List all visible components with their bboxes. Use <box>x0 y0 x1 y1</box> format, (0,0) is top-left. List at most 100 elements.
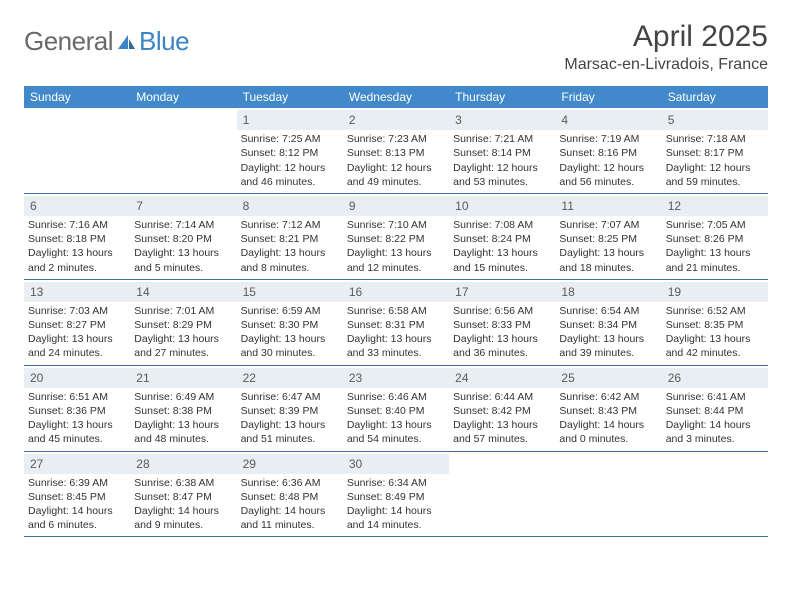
day-cell: 14Sunrise: 7:01 AMSunset: 8:29 PMDayligh… <box>130 280 236 365</box>
day-number: 29 <box>237 454 343 474</box>
day-sunrise: Sunrise: 7:05 AM <box>666 218 764 232</box>
day-sunset: Sunset: 8:38 PM <box>134 404 232 418</box>
dow-friday: Friday <box>555 86 661 108</box>
day-sunset: Sunset: 8:31 PM <box>347 318 445 332</box>
day-daylight: Daylight: 13 hours and 51 minutes. <box>241 418 339 446</box>
day-cell: 27Sunrise: 6:39 AMSunset: 8:45 PMDayligh… <box>24 452 130 537</box>
day-sunrise: Sunrise: 6:49 AM <box>134 390 232 404</box>
header: General Blue April 2025 Marsac-en-Livrad… <box>24 20 768 74</box>
day-number: 10 <box>449 196 555 216</box>
day-number: 9 <box>343 196 449 216</box>
week-row: 6 Sunrise: 7:16 AMSunset: 8:18 PM Daylight… <box>24 194 768 280</box>
week-row: 13Sunrise: 7:03 AMSunset: 8:27 PMDayligh… <box>24 280 768 366</box>
day-sunset: Sunset: 8:34 PM <box>559 318 657 332</box>
day-number <box>130 110 236 130</box>
day-daylight: Daylight: 13 hours and 27 minutes. <box>134 332 232 360</box>
day-sunrise: Sunrise: 7:08 AM <box>453 218 551 232</box>
day-sunset: Sunset: 8:49 PM <box>347 490 445 504</box>
day-daylight: Daylight: 13 hours and 45 minutes. <box>28 418 126 446</box>
day-cell: 8Sunrise: 7:12 AMSunset: 8:21 PMDaylight… <box>237 194 343 279</box>
day-daylight: Daylight: 13 hours and 33 minutes. <box>347 332 445 360</box>
dow-thursday: Thursday <box>449 86 555 108</box>
day-number: 4 <box>555 110 661 130</box>
day-number: 26 <box>662 368 768 388</box>
day-cell: 16Sunrise: 6:58 AMSunset: 8:31 PMDayligh… <box>343 280 449 365</box>
day-sunrise: Sunrise: 6:56 AM <box>453 304 551 318</box>
dow-tuesday: Tuesday <box>237 86 343 108</box>
day-cell: 19Sunrise: 6:52 AMSunset: 8:35 PMDayligh… <box>662 280 768 365</box>
day-daylight: Daylight: 14 hours and 0 minutes. <box>559 418 657 446</box>
day-number: 14 <box>130 282 236 302</box>
day-sunrise: Sunrise: 6:51 AM <box>28 390 126 404</box>
day-sunset: Sunset: 8:30 PM <box>241 318 339 332</box>
day-daylight: Daylight: 13 hours and 21 minutes. <box>666 246 764 274</box>
day-daylight: Daylight: 13 hours and 36 minutes. <box>453 332 551 360</box>
day-cell: 17 Sunrise: 6:56 AMSunset: 8:33 PMDayligh… <box>449 280 555 365</box>
day-sunset: Sunset: 8:18 PM <box>28 232 126 246</box>
logo-text-blue: Blue <box>139 26 189 57</box>
day-number: 23 <box>343 368 449 388</box>
day-cell: 23Sunrise: 6:46 AMSunset: 8:40 PMDayligh… <box>343 366 449 451</box>
dow-sunday: Sunday <box>24 86 130 108</box>
calendar: Sunday Monday Tuesday Wednesday Thursday… <box>24 86 768 537</box>
day-cell: 10 Sunrise: 7:08 AMSunset: 8:24 PMDayligh… <box>449 194 555 279</box>
day-sunset: Sunset: 8:24 PM <box>453 232 551 246</box>
day-daylight: Daylight: 14 hours and 9 minutes. <box>134 504 232 532</box>
day-number: 18 <box>555 282 661 302</box>
day-number: 1 <box>237 110 343 130</box>
day-sunset: Sunset: 8:43 PM <box>559 404 657 418</box>
day-daylight: Daylight: 13 hours and 5 minutes. <box>134 246 232 274</box>
day-daylight: Daylight: 13 hours and 15 minutes. <box>453 246 551 274</box>
day-cell: 13Sunrise: 7:03 AMSunset: 8:27 PMDayligh… <box>24 280 130 365</box>
day-cell <box>24 108 130 193</box>
day-daylight: Daylight: 12 hours and 49 minutes. <box>347 161 445 189</box>
day-daylight: Daylight: 12 hours and 46 minutes. <box>241 161 339 189</box>
dow-monday: Monday <box>130 86 236 108</box>
calendar-page: General Blue April 2025 Marsac-en-Livrad… <box>0 0 792 557</box>
day-cell: 28Sunrise: 6:38 AMSunset: 8:47 PMDayligh… <box>130 452 236 537</box>
day-cell: 29Sunrise: 6:36 AMSunset: 8:48 PMDayligh… <box>237 452 343 537</box>
day-number: 5 <box>662 110 768 130</box>
day-number: 21 <box>130 368 236 388</box>
days-of-week-row: Sunday Monday Tuesday Wednesday Thursday… <box>24 86 768 108</box>
day-sunrise: Sunrise: 7:12 AM <box>241 218 339 232</box>
day-sunset: Sunset: 8:21 PM <box>241 232 339 246</box>
day-sunrise: Sunrise: 6:42 AM <box>559 390 657 404</box>
day-cell <box>130 108 236 193</box>
day-daylight: Daylight: 13 hours and 39 minutes. <box>559 332 657 360</box>
day-number <box>449 454 555 474</box>
day-number: 8 <box>237 196 343 216</box>
day-cell <box>555 452 661 537</box>
day-cell: 25Sunrise: 6:42 AMSunset: 8:43 PMDayligh… <box>555 366 661 451</box>
day-number: 6 <box>24 196 130 216</box>
day-number: 30 <box>343 454 449 474</box>
day-sunset: Sunset: 8:39 PM <box>241 404 339 418</box>
day-number: 15 <box>237 282 343 302</box>
day-number: 17 <box>449 282 555 302</box>
day-sunset: Sunset: 8:47 PM <box>134 490 232 504</box>
location: Marsac-en-Livradois, France <box>564 56 768 74</box>
day-sunrise: Sunrise: 7:01 AM <box>134 304 232 318</box>
day-daylight: Daylight: 12 hours and 53 minutes. <box>453 161 551 189</box>
day-cell: 5Sunrise: 7:18 AMSunset: 8:17 PMDaylight… <box>662 108 768 193</box>
day-sunset: Sunset: 8:12 PM <box>241 146 339 160</box>
day-number: 7 <box>130 196 236 216</box>
day-sunrise: Sunrise: 6:47 AM <box>241 390 339 404</box>
day-sunset: Sunset: 8:40 PM <box>347 404 445 418</box>
day-sunrise: Sunrise: 7:18 AM <box>666 132 764 146</box>
day-cell <box>662 452 768 537</box>
weeks-container: 1Sunrise: 7:25 AMSunset: 8:12 PMDaylight… <box>24 108 768 537</box>
day-cell: 15Sunrise: 6:59 AMSunset: 8:30 PMDayligh… <box>237 280 343 365</box>
day-cell <box>449 452 555 537</box>
day-sunset: Sunset: 8:42 PM <box>453 404 551 418</box>
day-number: 24 <box>449 368 555 388</box>
day-sunrise: Sunrise: 7:23 AM <box>347 132 445 146</box>
day-number: 2 <box>343 110 449 130</box>
day-cell: 30Sunrise: 6:34 AMSunset: 8:49 PMDayligh… <box>343 452 449 537</box>
day-sunrise: Sunrise: 7:07 AM <box>559 218 657 232</box>
day-sunset: Sunset: 8:33 PM <box>453 318 551 332</box>
day-cell: 26Sunrise: 6:41 AMSunset: 8:44 PMDayligh… <box>662 366 768 451</box>
day-sunrise: Sunrise: 7:16 AM <box>28 218 126 232</box>
title-block: April 2025 Marsac-en-Livradois, France <box>564 20 768 74</box>
day-daylight: Daylight: 13 hours and 54 minutes. <box>347 418 445 446</box>
